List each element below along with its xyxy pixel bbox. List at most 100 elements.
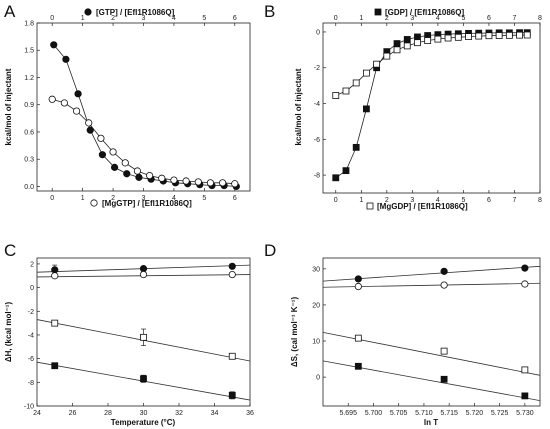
- data-point: [332, 92, 340, 99]
- x-tick-label: 3: [410, 197, 414, 204]
- top-axis-label: [GTP] / [Efl1R1086Q]: [96, 8, 175, 17]
- data-point: [403, 42, 411, 50]
- y-tick-label: -6: [28, 356, 34, 363]
- y-tick-label: 20: [312, 302, 320, 309]
- data-point: [158, 174, 166, 182]
- legend-open-square-marker: [366, 202, 374, 210]
- data-point: [228, 391, 236, 399]
- plot-frame: [322, 257, 541, 407]
- plot-frame: [322, 22, 541, 194]
- data-point: [495, 32, 503, 39]
- top-tick-label: 6: [233, 15, 237, 22]
- data-point: [362, 69, 370, 77]
- data-point: [97, 134, 105, 142]
- x-tick-label: 1: [81, 195, 85, 202]
- data-point: [523, 31, 531, 39]
- data-point: [51, 272, 59, 280]
- data-point: [354, 334, 362, 342]
- data-point: [140, 375, 147, 383]
- data-point: [414, 33, 421, 41]
- y-tick-label: -4: [28, 332, 34, 339]
- x-tick-label: 32: [175, 410, 183, 417]
- x-tick-label: 4: [436, 197, 440, 204]
- y-tick-label: 0: [316, 375, 320, 382]
- x-tick-label: 8: [538, 197, 542, 204]
- data-point: [383, 52, 391, 60]
- data-point: [440, 267, 448, 275]
- data-point: [140, 333, 147, 341]
- data-point: [51, 362, 59, 370]
- x-tick-label: 5.700: [365, 410, 383, 417]
- top-tick-label: 0: [334, 15, 338, 22]
- panel-letter-a: A: [4, 2, 16, 21]
- data-point: [521, 264, 529, 272]
- y-tick-label: 0.0: [24, 184, 34, 191]
- data-point: [465, 33, 472, 40]
- y-tick-label: 0.6: [24, 129, 34, 136]
- data-point: [135, 173, 143, 181]
- data-point: [182, 177, 190, 185]
- data-point: [440, 375, 448, 383]
- data-point: [60, 99, 68, 107]
- x-tick-label: 6: [487, 197, 491, 204]
- x-tick-label: 5.715: [440, 410, 458, 417]
- data-point: [440, 347, 448, 355]
- data-point: [62, 55, 70, 63]
- data-point: [444, 34, 452, 42]
- x-tick-label: 0: [50, 195, 54, 202]
- x-tick-label: 28: [104, 410, 112, 417]
- panel-letter-b: B: [264, 2, 275, 21]
- top-tick-label: 4: [172, 15, 176, 22]
- x-tick-label: 30: [140, 410, 148, 417]
- y-tick-label: 30: [312, 266, 320, 273]
- series-line: [52, 98, 235, 185]
- data-point: [139, 265, 148, 273]
- top-series-legend: [GTP] / [Efl1R1086Q]: [84, 8, 175, 17]
- x-tick-label: 5.695: [339, 410, 357, 417]
- top-tick-label: 5: [202, 15, 206, 22]
- top-tick-label: 8: [538, 15, 542, 22]
- panel-d: ln T ΔS, (cal mol⁻¹ K⁻¹) 5.695 5.700 5.705…: [290, 257, 541, 427]
- panel-letter-d: D: [264, 241, 276, 260]
- data-point: [440, 281, 448, 289]
- x-tick-label: 5: [202, 195, 206, 202]
- data-point: [85, 119, 93, 127]
- panel-b: [GDP] / [Efl1R1086Q] [MgGDP] / [Efl1R108…: [294, 8, 542, 211]
- x-tick-label: 4: [172, 195, 176, 202]
- top-tick-label: 0: [50, 15, 54, 22]
- panel-letter-c: C: [4, 241, 16, 260]
- data-point: [403, 36, 411, 43]
- y-tick-label: 0: [316, 29, 320, 36]
- data-point: [194, 178, 202, 186]
- x-tick-label: 34: [211, 410, 219, 417]
- x-tick-label: 2: [111, 195, 115, 202]
- data-point: [133, 167, 142, 175]
- top-tick-label: 5: [461, 15, 465, 22]
- data-point: [228, 352, 236, 360]
- top-tick-label: 3: [410, 15, 414, 22]
- y-tick-label: -2: [314, 65, 320, 72]
- y-axis-label: ΔS, (cal mol⁻¹ K⁻¹): [290, 297, 299, 368]
- y-tick-label: 10: [312, 339, 320, 346]
- y-tick-label: -2: [28, 309, 34, 316]
- x-tick-label: 5.705: [390, 410, 408, 417]
- y-tick-label: 0.3: [24, 157, 34, 164]
- top-tick-label: 2: [385, 15, 389, 22]
- data-point: [516, 31, 523, 39]
- data-point: [521, 392, 529, 400]
- data-point: [352, 143, 360, 151]
- legend-open-circle-marker: [90, 199, 98, 207]
- data-point: [434, 35, 442, 43]
- top-tick-label: 1: [81, 15, 85, 22]
- data-point: [354, 275, 362, 283]
- data-point: [373, 60, 381, 68]
- series-line: [335, 32, 528, 179]
- y-tick-label: 2: [30, 261, 34, 268]
- x-tick-label: 2: [385, 197, 389, 204]
- x-tick-label: 5.730: [516, 410, 534, 417]
- y-tick-label: 1.2: [24, 75, 34, 82]
- x-tick-label: 36: [246, 410, 254, 417]
- top-tick-label: 6: [487, 15, 491, 22]
- data-point: [342, 167, 350, 175]
